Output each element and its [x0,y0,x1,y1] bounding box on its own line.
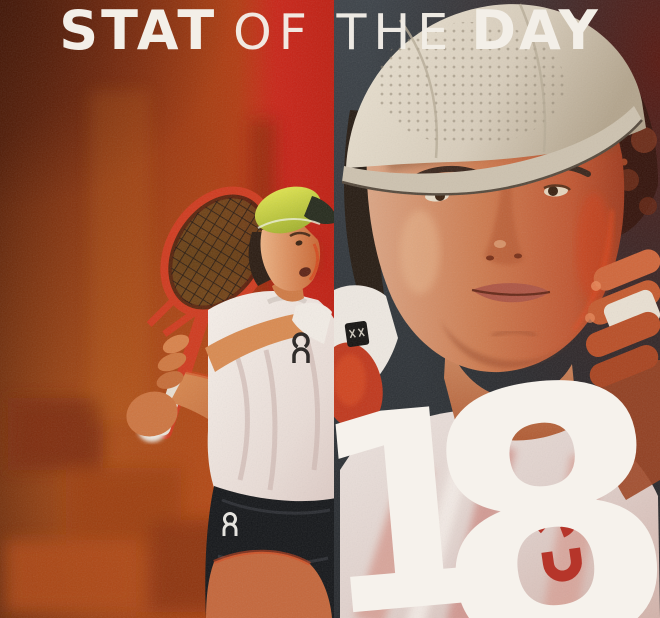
on-logo [533,493,582,582]
title-word-stat: STAT [59,0,218,62]
title: STAT OF THE DAY [0,4,660,58]
title-word-day: DAY [471,0,601,62]
title-words-of-the: OF THE [233,4,456,61]
